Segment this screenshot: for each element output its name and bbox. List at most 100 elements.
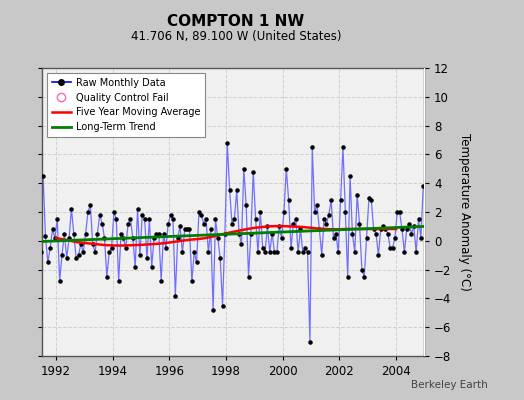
Point bbox=[211, 216, 220, 222]
Point bbox=[353, 192, 362, 198]
Point bbox=[252, 216, 260, 222]
Point bbox=[282, 166, 290, 172]
Point bbox=[122, 245, 130, 251]
Point bbox=[417, 235, 425, 241]
Point bbox=[114, 278, 123, 284]
Point bbox=[43, 259, 52, 266]
Point bbox=[391, 235, 399, 241]
Point bbox=[355, 220, 364, 227]
Point bbox=[277, 235, 286, 241]
Point bbox=[405, 220, 413, 227]
Point bbox=[183, 226, 191, 232]
Point bbox=[39, 173, 47, 179]
Point bbox=[287, 245, 295, 251]
Text: Berkeley Earth: Berkeley Earth bbox=[411, 380, 487, 390]
Point bbox=[162, 245, 170, 251]
Point bbox=[169, 216, 177, 222]
Point bbox=[268, 230, 276, 237]
Point bbox=[98, 220, 106, 227]
Point bbox=[400, 249, 409, 256]
Point bbox=[256, 209, 265, 215]
Point bbox=[341, 209, 350, 215]
Point bbox=[374, 252, 383, 258]
Point bbox=[202, 216, 210, 222]
Point bbox=[280, 209, 288, 215]
Point bbox=[60, 230, 69, 237]
Point bbox=[206, 226, 215, 232]
Point bbox=[263, 223, 271, 230]
Point bbox=[372, 230, 380, 237]
Point bbox=[402, 226, 411, 232]
Point bbox=[204, 249, 213, 256]
Point bbox=[27, 274, 36, 280]
Point bbox=[67, 206, 75, 212]
Point bbox=[381, 226, 390, 232]
Point bbox=[360, 274, 368, 280]
Point bbox=[230, 216, 238, 222]
Point bbox=[339, 144, 347, 150]
Point bbox=[117, 230, 125, 237]
Point bbox=[93, 230, 102, 237]
Point bbox=[65, 235, 73, 241]
Point bbox=[233, 187, 241, 194]
Point bbox=[103, 274, 111, 280]
Point bbox=[134, 206, 142, 212]
Point bbox=[178, 249, 187, 256]
Point bbox=[152, 230, 161, 237]
Point bbox=[261, 249, 269, 256]
Point bbox=[296, 226, 304, 232]
Point bbox=[275, 223, 283, 230]
Point bbox=[91, 249, 99, 256]
Point bbox=[46, 245, 54, 251]
Point bbox=[303, 249, 312, 256]
Point bbox=[407, 230, 416, 237]
Point bbox=[377, 226, 385, 232]
Point bbox=[143, 255, 151, 261]
Point bbox=[200, 220, 208, 227]
Point bbox=[37, 249, 45, 256]
Point bbox=[266, 249, 274, 256]
Point bbox=[34, 230, 42, 237]
Point bbox=[272, 249, 281, 256]
Point bbox=[305, 338, 314, 345]
Point bbox=[332, 230, 340, 237]
Point bbox=[119, 235, 127, 241]
Point bbox=[124, 220, 132, 227]
Point bbox=[247, 230, 255, 237]
Point bbox=[235, 230, 243, 237]
Point bbox=[155, 230, 163, 237]
Point bbox=[216, 255, 224, 261]
Point bbox=[363, 235, 371, 241]
Point bbox=[185, 226, 194, 232]
Point bbox=[25, 223, 33, 230]
Point bbox=[367, 197, 376, 204]
Point bbox=[136, 252, 144, 258]
Point bbox=[346, 173, 354, 179]
Point bbox=[86, 202, 94, 208]
Point bbox=[419, 183, 428, 189]
Point bbox=[84, 209, 92, 215]
Legend: Raw Monthly Data, Quality Control Fail, Five Year Moving Average, Long-Term Tren: Raw Monthly Data, Quality Control Fail, … bbox=[47, 73, 205, 137]
Text: 41.706 N, 89.100 W (United States): 41.706 N, 89.100 W (United States) bbox=[130, 30, 341, 43]
Point bbox=[379, 223, 387, 230]
Point bbox=[313, 202, 321, 208]
Point bbox=[157, 278, 166, 284]
Point bbox=[110, 209, 118, 215]
Point bbox=[358, 266, 366, 273]
Point bbox=[112, 216, 121, 222]
Point bbox=[348, 230, 357, 237]
Point bbox=[79, 249, 88, 256]
Point bbox=[53, 216, 61, 222]
Point bbox=[214, 235, 222, 241]
Point bbox=[237, 240, 246, 247]
Point bbox=[95, 212, 104, 218]
Point bbox=[131, 264, 139, 270]
Point bbox=[58, 252, 66, 258]
Point bbox=[258, 245, 267, 251]
Point bbox=[138, 212, 147, 218]
Point bbox=[336, 197, 345, 204]
Point bbox=[285, 197, 293, 204]
Point bbox=[41, 233, 50, 240]
Point bbox=[289, 220, 298, 227]
Point bbox=[393, 209, 401, 215]
